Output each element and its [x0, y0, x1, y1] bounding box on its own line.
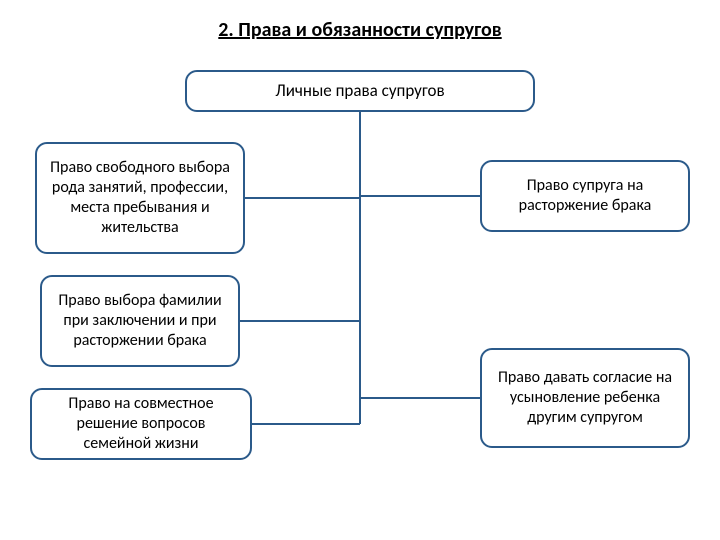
node-free-choice: Право свободного выбора рода занятий, пр…	[35, 142, 245, 254]
node-label: Личные права супругов	[275, 80, 444, 101]
node-divorce-right: Право супруга на расторжение брака	[480, 160, 690, 232]
page-title: 2. Права и обязанности супругов	[0, 18, 720, 42]
node-label: Право супруга на расторжение брака	[492, 176, 678, 216]
node-label: Право выбора фамилии при заключении и пр…	[52, 291, 228, 351]
node-surname-choice: Право выбора фамилии при заключении и пр…	[40, 275, 240, 367]
node-joint-decision: Право на совместное решение вопросов сем…	[30, 388, 252, 460]
node-root: Личные права супругов	[185, 70, 535, 112]
node-adoption-consent: Право давать согласие на усыновление реб…	[480, 348, 690, 448]
node-label: Право на совместное решение вопросов сем…	[42, 394, 240, 454]
node-label: Право свободного выбора рода занятий, пр…	[47, 158, 233, 238]
node-label: Право давать согласие на усыновление реб…	[492, 368, 678, 428]
